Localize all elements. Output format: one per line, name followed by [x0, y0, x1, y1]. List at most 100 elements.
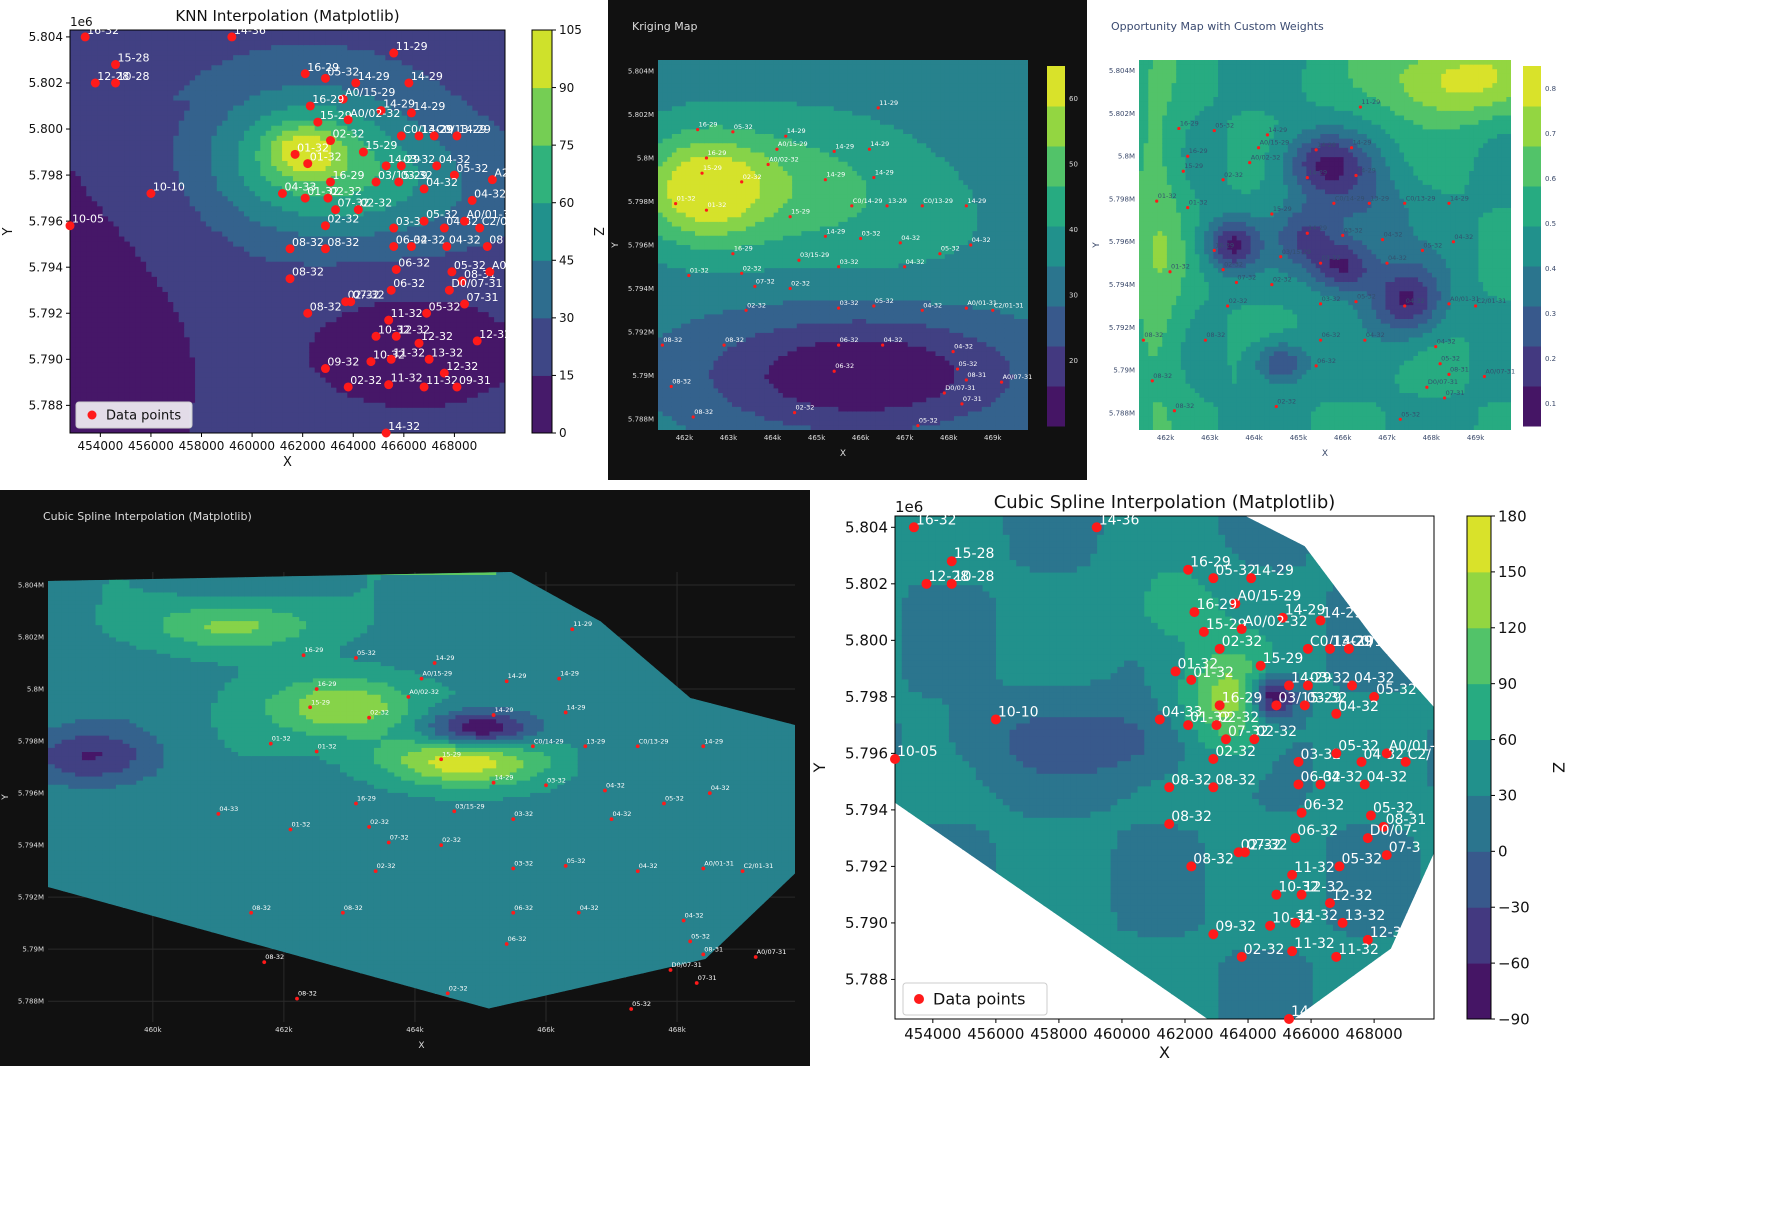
data-point: [876, 106, 880, 110]
data-point: [288, 827, 293, 832]
data-point: [305, 101, 315, 111]
point-label: 03-32: [514, 810, 533, 818]
point-label: 04-32: [1388, 254, 1407, 262]
point-label: 05-32: [1338, 738, 1379, 754]
data-point: [603, 788, 607, 793]
point-label: 04-32: [1454, 233, 1473, 241]
data-point: [80, 32, 90, 42]
point-label: 05-32: [1215, 122, 1234, 130]
point-label: 02-32: [370, 709, 389, 717]
point-label: 02-32: [743, 173, 762, 181]
data-point: [504, 679, 509, 684]
data-point: [320, 244, 330, 254]
data-point: [836, 343, 841, 347]
data-point: [303, 308, 313, 318]
point-label: 04-32: [1323, 769, 1364, 785]
point-label: A0/01-31: [467, 208, 517, 221]
point-label: 16-29: [305, 646, 324, 654]
data-point: [1400, 756, 1411, 767]
data-point: [1318, 261, 1323, 265]
point-label: 02-32: [350, 374, 382, 387]
point-label: 06-32: [840, 336, 859, 344]
cspd-data-points: 16-29 05-32 14-29 A0/15-29 16-29 A0/02-32 14-2…: [216, 620, 786, 1011]
data-point: [674, 202, 678, 206]
point-label: 05-32: [1357, 293, 1376, 301]
point-label: 02-32: [1222, 634, 1263, 650]
data-point: [268, 741, 273, 746]
data-point: [381, 428, 391, 438]
point-label: 02-32: [1229, 297, 1248, 305]
point-label: A0/07-31: [1485, 368, 1515, 376]
point-label: 14-29: [495, 706, 514, 714]
knn-ytick-label: 5.794: [29, 260, 63, 274]
csm-cbar-tick-label: −60: [1498, 954, 1530, 972]
data-point: [669, 384, 673, 389]
knn-xtick-label: 462000: [280, 439, 326, 453]
krig-xtick-label: 469k: [984, 434, 1002, 442]
data-point: [951, 350, 955, 354]
point-label: 01-32: [690, 266, 709, 274]
data-point: [491, 780, 496, 785]
opp-x-axis-label: X: [1322, 449, 1328, 459]
data-point: [1356, 756, 1367, 767]
data-point: [1172, 409, 1177, 413]
data-point: [1214, 643, 1225, 654]
data-point: [300, 69, 310, 79]
point-label: 14-29: [560, 670, 579, 678]
cspd-xtick-label: 466k: [537, 1026, 555, 1034]
point-label: 08-32: [1144, 331, 1163, 339]
data-point: [609, 817, 614, 822]
point-label: 06-32: [508, 935, 527, 943]
data-point: [389, 223, 399, 233]
data-point: [439, 223, 449, 233]
opp-xtick-label: 466k: [1334, 434, 1352, 442]
point-label: 07-3: [1389, 840, 1421, 856]
data-point: [445, 991, 450, 996]
data-point: [111, 78, 121, 88]
point-label: 14-29: [1323, 606, 1364, 622]
data-point: [90, 78, 100, 88]
point-label: D0/07-31: [672, 961, 702, 969]
opp-cbar-tick-label: 0.5: [1545, 220, 1556, 228]
csm-title: Cubic Spline Interpolation (Matplotlib): [994, 492, 1336, 513]
point-label: D0/07-31: [1428, 378, 1458, 386]
data-point: [452, 382, 462, 392]
krig-xtick-label: 467k: [896, 434, 914, 442]
data-point: [1398, 417, 1402, 421]
csm-xtick-label: 454000: [904, 1025, 961, 1043]
data-point: [1442, 396, 1447, 400]
point-label: A0/15-29: [778, 140, 808, 148]
point-label: 16-29: [1190, 555, 1231, 571]
data-point: [384, 315, 394, 325]
krig-cbar-tick-label: 50: [1069, 161, 1078, 169]
data-point: [707, 791, 712, 795]
data-point: [1347, 680, 1358, 691]
data-point: [691, 415, 695, 419]
data-point: [1381, 748, 1392, 759]
point-label: C2/01: [482, 215, 514, 228]
data-point: [406, 108, 416, 118]
opp-ytick-label: 5.804M: [1109, 67, 1135, 75]
point-label: 11-29: [573, 620, 592, 628]
data-point: [394, 177, 404, 187]
point-label: 16-32: [87, 24, 119, 37]
csm-ytick-label: 5.788: [845, 971, 888, 989]
point-label: 12-32: [421, 330, 453, 343]
point-label: 12-32: [446, 360, 478, 373]
csm-ytick-label: 5.804: [845, 519, 888, 537]
cspd-ytick-label: 5.798M: [18, 738, 44, 746]
point-label: 01-32: [307, 185, 339, 198]
point-label: 07-31: [963, 395, 982, 403]
data-point: [1271, 889, 1282, 900]
data-point: [916, 424, 920, 428]
data-point: [583, 744, 588, 749]
point-label: 04-32: [972, 236, 991, 244]
point-label: 13-29: [586, 737, 605, 745]
point-label: 10-28: [118, 70, 150, 83]
point-label: 07-32: [756, 277, 775, 285]
knn-cbar-label: Z: [590, 227, 605, 236]
point-label: 04-32: [901, 234, 920, 242]
point-label: 16-29: [1222, 690, 1263, 706]
cspd-ytick-label: 5.796M: [18, 790, 44, 798]
data-point: [938, 252, 942, 256]
